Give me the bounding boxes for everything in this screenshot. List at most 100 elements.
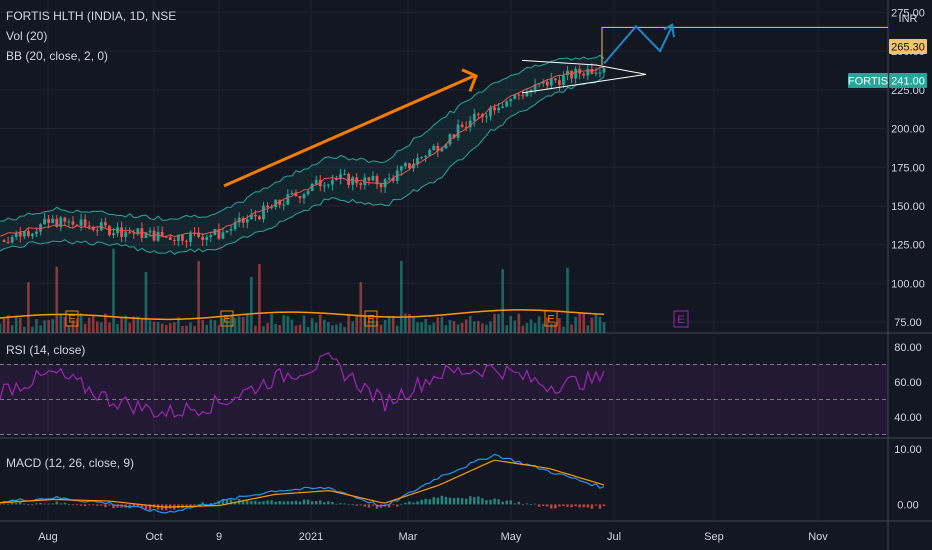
bollinger-legend[interactable]: BB (20, close, 2, 0)	[6, 49, 109, 63]
macd-histogram-bar	[533, 503, 537, 505]
price-axis[interactable]: 75.00100.00125.00150.00175.00200.00225.0…	[891, 7, 925, 511]
volume-bar	[266, 323, 269, 333]
macd-histogram-bar	[314, 501, 318, 505]
candle-body	[351, 177, 355, 185]
volume-bar	[87, 317, 91, 333]
macd-histogram-bar	[432, 497, 435, 505]
volume-bar	[79, 313, 83, 333]
macd-histogram-bar	[359, 504, 362, 506]
drawings[interactable]	[223, 23, 888, 188]
candle-body	[343, 173, 346, 175]
bollinger-lower-line	[0, 76, 605, 255]
macd-histogram-bar	[339, 503, 342, 505]
x-tick-label: Mar	[399, 531, 418, 543]
macd-histogram-bar	[497, 499, 500, 505]
macd-histogram-bar	[290, 501, 294, 505]
volume-bar	[602, 322, 606, 333]
macd-histogram-bar	[274, 501, 277, 505]
macd-legend[interactable]: MACD (12, 26, close, 9)	[6, 456, 135, 470]
volume-bar	[23, 326, 26, 333]
candle-body	[14, 232, 18, 238]
volume-bar	[201, 319, 204, 333]
candle-body	[266, 205, 269, 208]
volume-bar	[594, 314, 598, 333]
candle-body	[18, 232, 22, 237]
macd-histogram-bar	[343, 503, 346, 505]
macd-histogram-bar	[286, 501, 290, 505]
candle-body	[387, 178, 391, 180]
x-tick-label: Oct	[145, 531, 162, 543]
candle-body	[444, 144, 448, 149]
macd-histogram-bar	[594, 504, 598, 506]
volume-bar	[35, 319, 38, 333]
candle-body	[562, 75, 565, 85]
rsi-tick-label: 80.00	[894, 342, 922, 354]
bollinger-upper-line	[0, 54, 605, 222]
volume-bar	[0, 323, 2, 333]
macd-histogram-bar	[562, 504, 565, 507]
volume-bar	[164, 324, 168, 333]
candle-body	[485, 116, 488, 118]
candle-body	[464, 127, 468, 129]
volume-bar	[306, 326, 310, 333]
macd-histogram-bar	[387, 504, 391, 508]
volume-bar	[254, 325, 257, 333]
candle-body	[205, 237, 209, 240]
volume-bar	[521, 325, 525, 333]
volume-bar	[160, 323, 164, 333]
candle-body	[201, 236, 205, 240]
candle-body	[22, 231, 26, 237]
volume-bar	[156, 321, 160, 333]
macd-histogram-bar	[521, 504, 525, 506]
earnings-marker-box	[544, 310, 558, 327]
upcoming-earnings-text: E	[677, 314, 684, 326]
volume-bar	[545, 317, 549, 333]
volume-bar	[213, 320, 217, 333]
earnings-marker-text: E	[547, 314, 554, 326]
volume-bar	[177, 317, 180, 333]
volume-bar	[444, 325, 448, 333]
volume-bar	[18, 317, 22, 333]
volume-bar	[241, 316, 245, 333]
candle-body	[529, 89, 533, 92]
macd-histogram-bar	[375, 504, 379, 509]
volume-bar	[250, 276, 253, 333]
volume-bar	[136, 316, 140, 333]
volume-bar	[314, 322, 318, 333]
candle-body	[39, 224, 42, 232]
last-price-tag: FORTIS 241.00	[848, 73, 927, 88]
macd-histogram-bar	[464, 498, 468, 505]
candle-body	[43, 218, 46, 225]
candle-body	[403, 163, 407, 167]
macd-histogram-bar	[282, 501, 285, 505]
volume-bar	[420, 322, 423, 333]
currency-label: INR	[899, 13, 918, 25]
volume-bar	[578, 313, 581, 333]
macd-histogram-bar	[436, 497, 439, 505]
macd-histogram-bar	[363, 504, 367, 507]
candle-body	[416, 157, 419, 165]
macd-histogram-bar	[586, 504, 589, 508]
macd-histogram-bar	[2, 503, 6, 505]
volume-bar	[505, 325, 509, 333]
price-tick-label: 75.00	[894, 317, 922, 329]
volume-bar	[55, 266, 59, 333]
macd-histogram-bar	[128, 504, 131, 509]
candle-body	[489, 107, 492, 117]
volume-bar	[456, 324, 460, 333]
volume-bar	[598, 316, 602, 333]
candle-body	[160, 231, 164, 237]
macd-histogram-bar	[47, 503, 50, 505]
macd-histogram-bar	[412, 502, 415, 505]
macd-histogram-bar	[541, 504, 545, 506]
volume-bar	[128, 322, 132, 333]
candle-body	[209, 235, 213, 238]
volume-legend[interactable]: Vol (20)	[6, 29, 48, 43]
macd-line	[0, 453, 605, 514]
time-axis[interactable]: Aug Oct 9 2021 Mar May Jul Sep Nov	[38, 531, 828, 543]
symbol-title[interactable]: FORTIS HLTH (INDIA, 1D, NSE	[6, 9, 177, 23]
rsi-legend[interactable]: RSI (14, close)	[6, 343, 86, 357]
volume-bar	[209, 319, 213, 333]
macd-histogram-bar	[489, 499, 492, 505]
